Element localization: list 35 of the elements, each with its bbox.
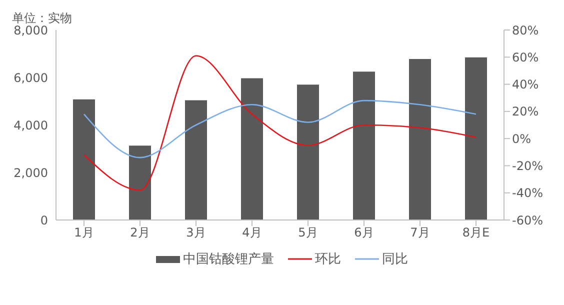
y-tick-label: 4,000 [14, 118, 48, 132]
y2-tick-label: -40% [512, 186, 544, 200]
legend-label: 环比 [315, 251, 341, 268]
x-tick-label: 7月 [410, 226, 430, 240]
y2-tick-label: -60% [512, 213, 544, 228]
bar [465, 57, 487, 220]
x-tick-label: 2月 [130, 226, 150, 240]
line-series [83, 100, 477, 158]
x-tick-label: 4月 [242, 226, 262, 240]
y-tick-label: 0 [40, 213, 48, 228]
x-tick-label: 6月 [354, 226, 374, 240]
y2-tick-label: 40% [512, 78, 539, 92]
y-tick-label: 6,000 [14, 70, 48, 85]
bar [185, 100, 207, 220]
x-tick-label: 1月 [74, 226, 94, 240]
x-tick-label: 8月E [462, 226, 490, 240]
line-series [83, 55, 477, 191]
y-tick-label: 2,000 [14, 166, 48, 180]
legend-label: 同比 [382, 251, 408, 268]
y-axis-title: 单位：实物 [12, 10, 72, 26]
y2-tick-label: 0% [512, 132, 532, 146]
bar [409, 58, 431, 220]
y-tick-label: 8,000 [14, 23, 48, 38]
y2-tick-label: 60% [512, 50, 539, 64]
x-tick-label: 5月 [298, 226, 318, 240]
y2-tick-label: 80% [512, 23, 539, 38]
bar [353, 72, 375, 220]
legend-label: 中国钴酸锂产量 [183, 251, 274, 268]
bar [129, 146, 151, 220]
bar [241, 78, 263, 220]
y2-tick-label: -20% [512, 158, 544, 173]
bar [297, 84, 319, 220]
x-tick-label: 3月 [186, 226, 206, 240]
bar [73, 99, 95, 220]
y2-tick-label: 20% [512, 104, 539, 119]
